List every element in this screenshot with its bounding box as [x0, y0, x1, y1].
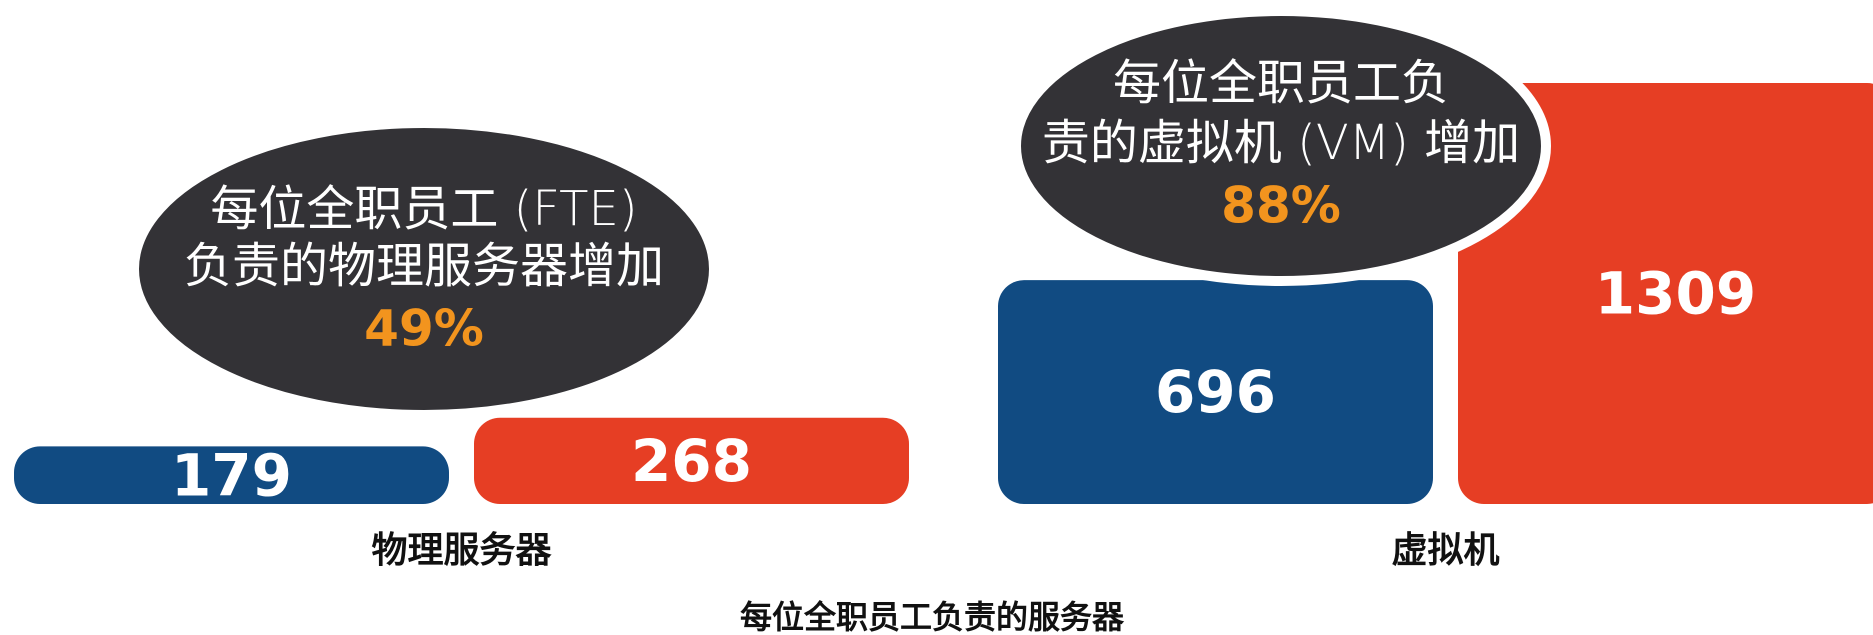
- bar: [14, 446, 449, 504]
- chart-title: 每位全职员工负责的服务器: [740, 598, 1125, 635]
- callout-text: 负责的物理服务器增加: [184, 238, 664, 294]
- callout-text: 每位全职员工 (FTE): [210, 181, 637, 237]
- bar: [474, 417, 909, 504]
- callout-highlight: 88%: [1221, 177, 1341, 235]
- callout-highlight: 49%: [364, 300, 484, 358]
- bar: [1458, 83, 1873, 504]
- callout-text: 责的虚拟机 (VM) 增加: [1042, 115, 1520, 171]
- value-label: 1309: [1595, 260, 1756, 328]
- callout-bubble: [129, 118, 719, 420]
- callout-text: 每位全职员工负: [1113, 55, 1449, 111]
- category-label: 物理服务器: [371, 530, 552, 571]
- value-label: 696: [1155, 358, 1276, 426]
- callout-bubble: [1011, 6, 1551, 286]
- bar: [998, 280, 1433, 504]
- value-label: 179: [171, 441, 292, 509]
- category-label: 虚拟机: [1391, 530, 1499, 571]
- value-label: 268: [631, 427, 752, 495]
